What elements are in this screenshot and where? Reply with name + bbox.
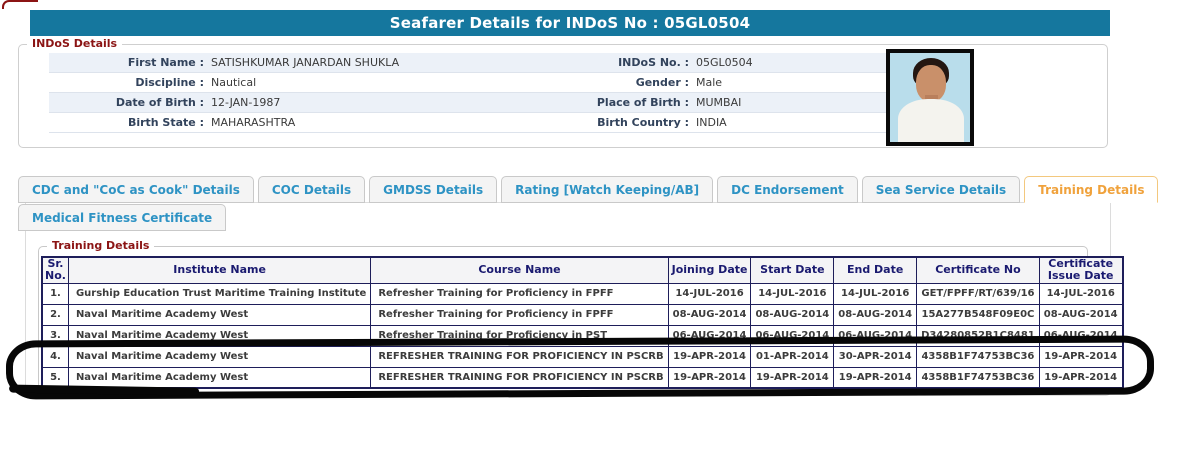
cell: 1. <box>41 282 69 305</box>
tab-strip-row2: Medical Fitness Certificate <box>18 204 227 231</box>
page-title-bar: Seafarer Details for INDoS No : 05GL0504 <box>30 10 1110 36</box>
field-value: 12-JAN-1987 <box>211 96 281 109</box>
tab-strip-row1: CDC and "CoC as Cook" Details COC Details… <box>18 176 1159 203</box>
cell: Naval Maritime Academy West <box>67 345 372 368</box>
cell: Refresher Training for Proficiency in PS… <box>370 324 669 347</box>
cell: 08-AUG-2014 <box>667 303 752 326</box>
cell: GET/FPFF/RT/639/16 <box>916 282 1040 305</box>
cell: 15A277B548F09E0C <box>916 303 1040 326</box>
table-row: 1. Gurship Education Trust Maritime Train… <box>41 282 1124 305</box>
cell: 19-APR-2014 <box>833 366 918 389</box>
training-details-table: Sr. No. Institute Name Course Name Joining … <box>41 256 1124 389</box>
cell: 06-AUG-2014 <box>750 324 835 347</box>
cell: 19-APR-2014 <box>750 366 835 389</box>
indos-details-legend: INDoS Details <box>27 37 123 50</box>
cell: 4. <box>41 345 69 368</box>
column-header-joining-date: Joining Date <box>667 256 752 284</box>
field-label: INDoS No. : <box>618 56 689 69</box>
cell: REFRESHER TRAINING FOR PROFICIENCY IN PS… <box>370 366 669 389</box>
page-title: Seafarer Details for INDoS No : 05GL0504 <box>389 14 751 32</box>
cell: 08-AUG-2014 <box>750 303 835 326</box>
cell: 14-JUL-2016 <box>750 282 835 305</box>
tab-medical-fitness-certificate[interactable]: Medical Fitness Certificate <box>18 204 227 231</box>
field-label: Discipline : <box>135 76 204 89</box>
field-value: MUMBAI <box>696 96 742 109</box>
detail-row-date-of-birth: Date of Birth : 12-JAN-1987 Place of Birth… <box>49 93 889 113</box>
field-value: INDIA <box>696 116 727 129</box>
cell: 4358B1F74753BC36 <box>916 345 1040 368</box>
column-header-institute-name: Institute Name <box>67 256 372 284</box>
table-row: 3. Naval Maritime Academy West Refresher T… <box>41 324 1124 347</box>
cell: 4358B1F74753BC36 <box>916 366 1040 389</box>
indos-details-grid: First Name : SATISHKUMAR JANARDAN SHUKLA I… <box>49 53 889 133</box>
field-label: Birth Country : <box>597 116 689 129</box>
field-value: MAHARASHTRA <box>211 116 296 129</box>
tab-dc-endorsement[interactable]: DC Endorsement <box>717 176 858 203</box>
cell: 14-JUL-2016 <box>1038 282 1124 305</box>
cell: 2. <box>41 303 69 326</box>
seafarer-photo <box>886 49 974 146</box>
column-header-certificate-no: Certificate No <box>916 256 1040 284</box>
cell: 08-AUG-2014 <box>1038 303 1124 326</box>
cell: Refresher Training for Proficiency in FP… <box>370 282 669 305</box>
cell: 01-APR-2014 <box>750 345 835 368</box>
cell: 19-APR-2014 <box>667 366 752 389</box>
cell: Refresher Training for Proficiency in FP… <box>370 303 669 326</box>
cell: REFRESHER TRAINING FOR PROFICIENCY IN PS… <box>370 345 669 368</box>
field-label: Birth State : <box>127 116 204 129</box>
cell: 19-APR-2014 <box>1038 345 1124 368</box>
column-header-course-name: Course Name <box>370 256 669 284</box>
tab-sea-service-details[interactable]: Sea Service Details <box>861 176 1021 203</box>
column-header-start-date: Start Date <box>750 256 835 284</box>
tab-gmdss-details[interactable]: GMDSS Details <box>369 176 498 203</box>
field-value: 05GL0504 <box>696 56 753 69</box>
cell: D34280852B1C8481 <box>916 324 1040 347</box>
cell: 14-JUL-2016 <box>667 282 752 305</box>
field-value: Nautical <box>211 76 257 89</box>
detail-row-discipline: Discipline : Nautical Gender : Male <box>49 73 889 93</box>
detail-row-first-name: First Name : SATISHKUMAR JANARDAN SHUKLA I… <box>49 53 889 73</box>
field-value: SATISHKUMAR JANARDAN SHUKLA <box>211 56 400 69</box>
table-row: 5. Naval Maritime Academy West REFRESHER T… <box>41 366 1124 389</box>
tab-training-details[interactable]: Training Details <box>1024 176 1159 203</box>
cell: Naval Maritime Academy West <box>67 366 372 389</box>
training-details-legend: Training Details <box>47 239 155 252</box>
field-label: First Name : <box>127 56 204 69</box>
cell: 06-AUG-2014 <box>833 324 918 347</box>
cell: 3. <box>41 324 69 347</box>
tab-cdc-and-coc-as-cook-details[interactable]: CDC and "CoC as Cook" Details <box>18 176 254 203</box>
column-header-end-date: End Date <box>833 256 918 284</box>
tab-rating-watch-keeping-ab[interactable]: Rating [Watch Keeping/AB] <box>501 176 714 203</box>
table-row: 2. Naval Maritime Academy West Refresher T… <box>41 303 1124 326</box>
cell: Naval Maritime Academy West <box>67 303 372 326</box>
cell: 30-APR-2014 <box>833 345 918 368</box>
field-value: Male <box>696 76 723 89</box>
detail-row-birth-state: Birth State : MAHARASHTRA Birth Country : I… <box>49 113 889 133</box>
table-row: 4. Naval Maritime Academy West REFRESHER T… <box>41 345 1124 368</box>
cell: 19-APR-2014 <box>667 345 752 368</box>
field-label: Date of Birth : <box>115 96 204 109</box>
photo-shirt <box>898 99 964 142</box>
table-header-row: Sr. No. Institute Name Course Name Joining … <box>41 256 1124 284</box>
cell: 06-AUG-2014 <box>667 324 752 347</box>
outer-fieldset-corner <box>2 0 38 9</box>
cell: Gurship Education Trust Maritime Trainin… <box>67 282 372 305</box>
column-header-sr-no: Sr. No. <box>41 256 69 284</box>
column-header-certificate-issue-date: Certificate Issue Date <box>1038 256 1124 284</box>
cell: 14-JUL-2016 <box>833 282 918 305</box>
cell: Naval Maritime Academy West <box>67 324 372 347</box>
tab-coc-details[interactable]: COC Details <box>257 176 366 203</box>
training-details-fieldset: Training Details Sr. No. Institute Name Co… <box>38 239 1124 393</box>
field-label: Place of Birth : <box>596 96 689 109</box>
cell: 08-AUG-2014 <box>833 303 918 326</box>
cell: 06-AUG-2014 <box>1038 324 1124 347</box>
cell: 19-APR-2014 <box>1038 366 1124 389</box>
indos-details-fieldset: INDoS Details First Name : SATISHKUMAR JA… <box>18 37 1108 148</box>
cell: 5. <box>41 366 69 389</box>
field-label: Gender : <box>635 76 689 89</box>
